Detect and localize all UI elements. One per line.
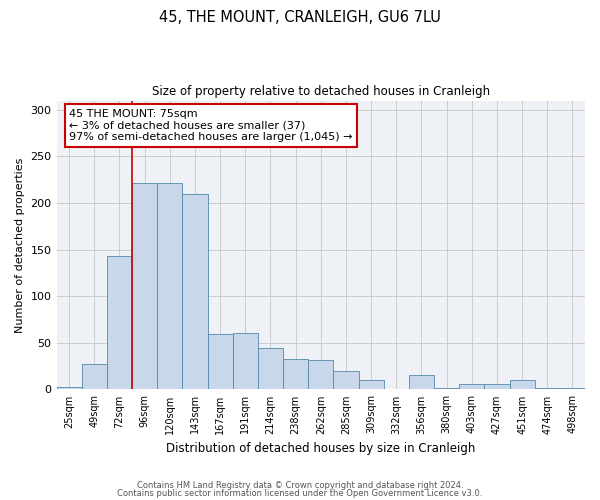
- Bar: [82, 364, 107, 390]
- Bar: [208, 334, 233, 390]
- Bar: [484, 384, 509, 390]
- Bar: [157, 182, 182, 390]
- Bar: [434, 388, 459, 390]
- Bar: [334, 371, 359, 390]
- Bar: [233, 332, 258, 390]
- Text: 45, THE MOUNT, CRANLEIGH, GU6 7LU: 45, THE MOUNT, CRANLEIGH, GU6 7LU: [159, 10, 441, 25]
- Bar: [132, 184, 157, 390]
- Bar: [56, 386, 82, 390]
- Title: Size of property relative to detached houses in Cranleigh: Size of property relative to detached ho…: [152, 85, 490, 98]
- Text: Contains public sector information licensed under the Open Government Licence v3: Contains public sector information licen…: [118, 488, 482, 498]
- Bar: [359, 380, 383, 390]
- Bar: [459, 384, 484, 390]
- Bar: [308, 360, 334, 390]
- Bar: [283, 358, 308, 390]
- Text: 45 THE MOUNT: 75sqm
← 3% of detached houses are smaller (37)
97% of semi-detache: 45 THE MOUNT: 75sqm ← 3% of detached hou…: [69, 109, 353, 142]
- Bar: [509, 380, 535, 390]
- Text: Contains HM Land Registry data © Crown copyright and database right 2024.: Contains HM Land Registry data © Crown c…: [137, 481, 463, 490]
- Bar: [535, 388, 560, 390]
- Bar: [560, 388, 585, 390]
- Bar: [182, 194, 208, 390]
- Y-axis label: Number of detached properties: Number of detached properties: [15, 158, 25, 332]
- Bar: [107, 256, 132, 390]
- X-axis label: Distribution of detached houses by size in Cranleigh: Distribution of detached houses by size …: [166, 442, 475, 455]
- Bar: [409, 374, 434, 390]
- Bar: [258, 348, 283, 390]
